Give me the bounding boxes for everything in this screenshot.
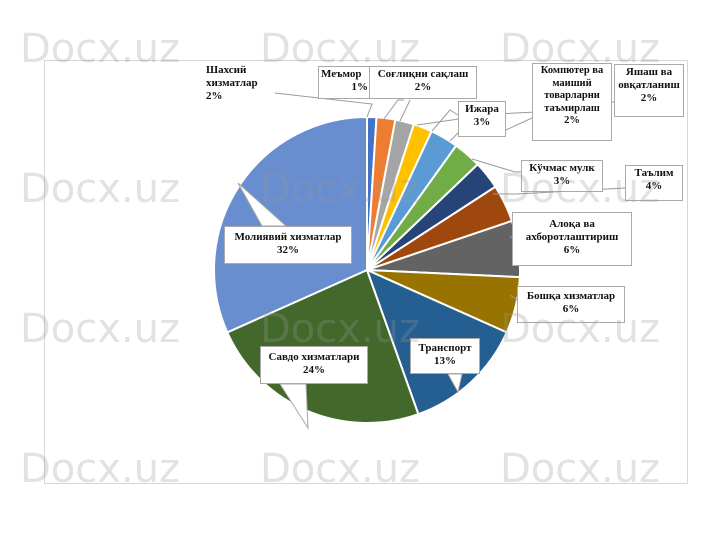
label-kompyuter: Компютер ва маиший товарларни таъмирлаш …: [532, 63, 612, 141]
pie-slice: [213, 115, 368, 334]
leader-line: [431, 109, 459, 132]
label-text: Соғлиқни сақлаш: [377, 68, 469, 80]
label-moliyaviy-xizmatlar: Молиявий хизматлар 32%: [224, 226, 352, 264]
leader-line: [274, 92, 373, 118]
label-percent: 4%: [645, 180, 663, 192]
callout-pointer: [447, 373, 463, 394]
label-percent: 3%: [473, 116, 491, 128]
label-text: Алоқа ва: [549, 218, 595, 230]
label-text: ахборотлаштириш: [525, 231, 619, 243]
label-percent: 2%: [640, 92, 658, 104]
label-text: Молиявий хизматлар: [234, 231, 342, 243]
label-text: товарларни: [544, 90, 600, 101]
label-text: Меъмор: [321, 68, 362, 80]
label-percent: 32%: [277, 244, 299, 256]
label-percent: 2%: [206, 90, 223, 102]
callout-pointer: [279, 383, 309, 430]
leader-line: [471, 158, 521, 173]
label-percent: 6%: [562, 303, 580, 315]
label-text: Транспорт: [418, 342, 472, 354]
label-text: хизматлар: [206, 77, 258, 89]
label-aloqa: Алоқа ва ахборотлаштириш 6%: [512, 212, 632, 266]
label-text: Ижара: [465, 103, 499, 115]
label-percent: 24%: [303, 364, 325, 376]
label-yashash: Яшаш ва овқатланиш 2%: [614, 64, 684, 117]
label-text: таъмирлаш: [544, 102, 600, 114]
label-text: Бошқа хизматлар: [526, 290, 616, 302]
label-ijara: Ижара 3%: [458, 101, 506, 137]
label-text: Компютер ва: [540, 65, 604, 76]
label-text: овқатланиш: [618, 79, 680, 91]
leader-line: [383, 99, 404, 120]
leader-line: [399, 99, 411, 122]
label-text: Савдо хизматлари: [268, 351, 360, 363]
label-boshqa-xizmatlar: Бошқа хизматлар 6%: [517, 286, 625, 323]
leader-line: [509, 235, 513, 239]
label-text: Кўчмас мулк: [529, 162, 595, 174]
label-percent: 1%: [351, 81, 369, 93]
label-text: маиший: [552, 77, 592, 89]
label-soglikni-saqlash: Соғлиқни сақлаш 2%: [369, 66, 477, 99]
label-transport: Транспорт 13%: [410, 338, 480, 374]
label-percent: 13%: [434, 355, 456, 367]
label-percent: 6%: [563, 244, 581, 256]
label-percent: 2%: [414, 81, 432, 93]
leader-line: [509, 294, 518, 301]
label-memor: Меъмор 1%: [318, 66, 370, 99]
label-percent: 2%: [564, 115, 580, 126]
label-text: Таълим: [634, 167, 674, 179]
label-text: Шахсий: [206, 64, 247, 76]
label-text: Яшаш ва: [625, 66, 673, 78]
label-talim: Таълим 4%: [625, 165, 683, 201]
label-percent: 3%: [553, 175, 571, 187]
label-savdo-xizmatlari: Савдо хизматлари 24%: [260, 346, 368, 384]
label-kuchmas-mulk: Кўчмас мулк 3%: [521, 160, 603, 192]
label-shaxsiy-xizmatlar: Шахсий хизматлар 2%: [203, 62, 267, 105]
